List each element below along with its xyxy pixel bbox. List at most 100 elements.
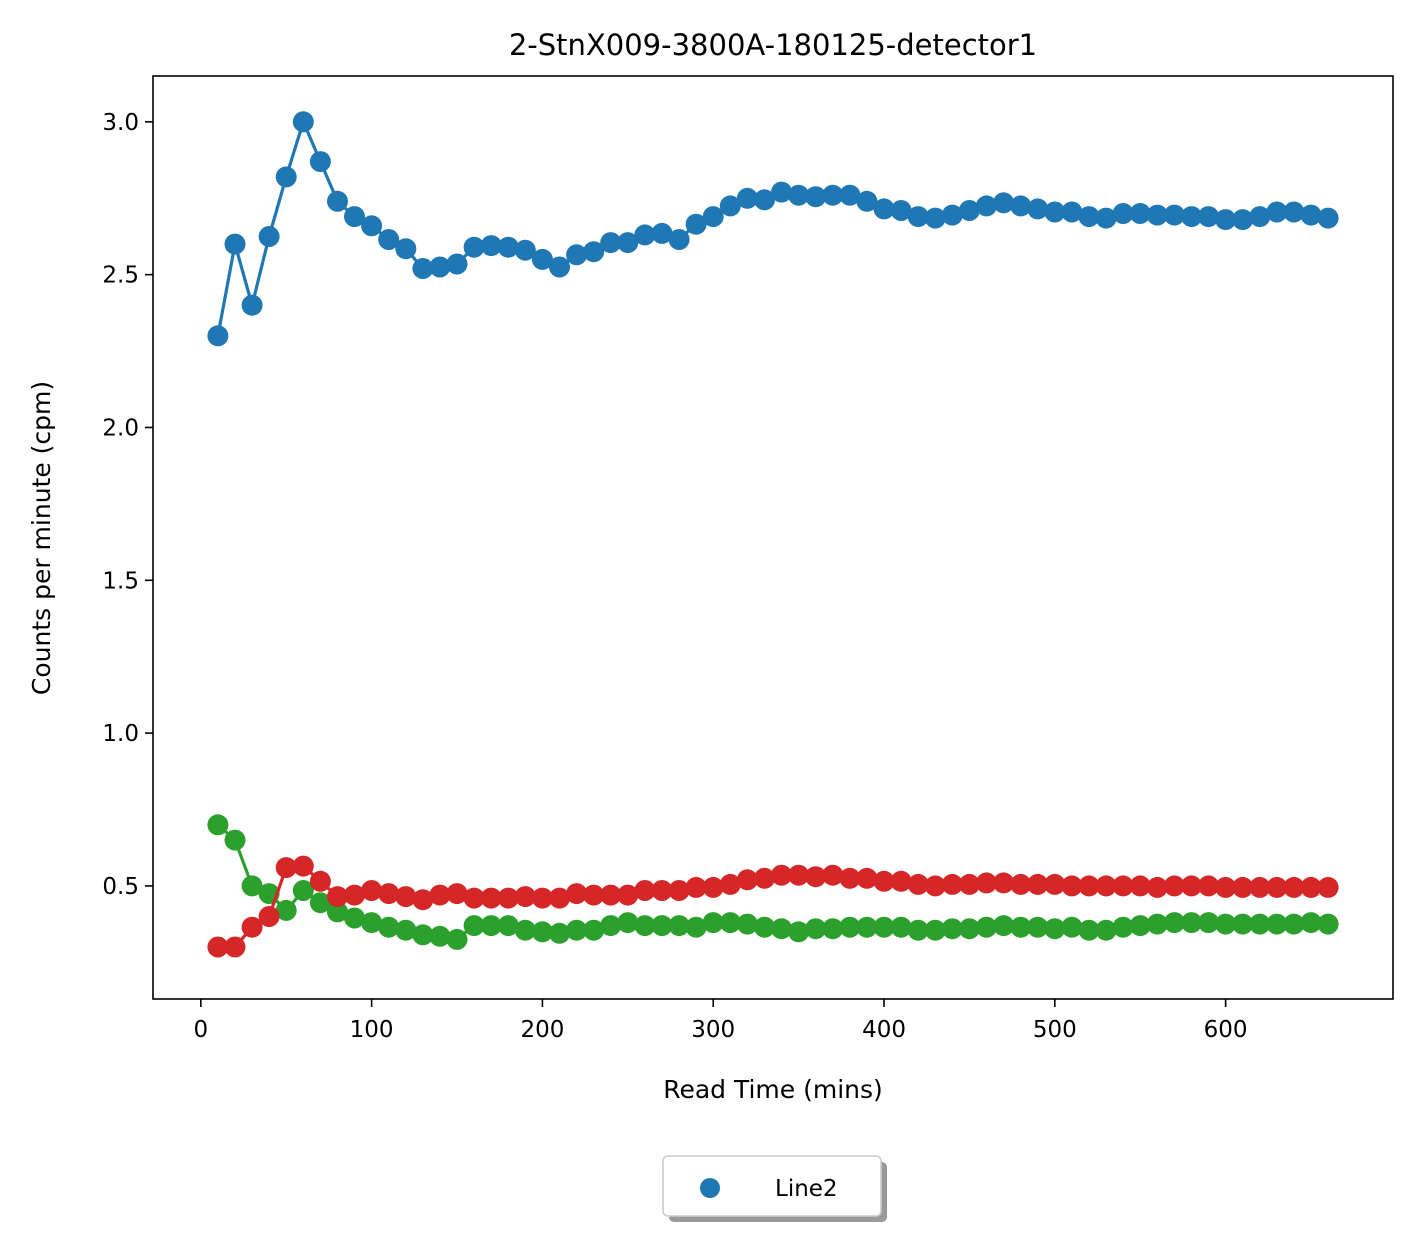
- data-point: [378, 883, 400, 905]
- data-point: [1232, 913, 1254, 935]
- data-point: [805, 866, 827, 888]
- data-point: [463, 915, 485, 937]
- data-point: [685, 876, 707, 898]
- data-point: [924, 919, 946, 941]
- data-point: [395, 238, 417, 260]
- data-point: [429, 884, 451, 906]
- data-point: [412, 924, 434, 946]
- data-point: [1095, 207, 1117, 229]
- data-point: [941, 204, 963, 226]
- data-point: [1078, 875, 1100, 897]
- data-point: [685, 916, 707, 938]
- data-point: [309, 870, 331, 892]
- data-point: [446, 883, 468, 905]
- data-point: [566, 244, 588, 266]
- data-point: [514, 886, 536, 908]
- data-point: [497, 915, 519, 937]
- data-point: [993, 915, 1015, 937]
- data-point: [617, 912, 639, 934]
- data-point: [1163, 875, 1185, 897]
- y-axis-ticks: 0.5 1.0 1.5 2.0 2.5 3.0: [102, 110, 153, 900]
- x-axis-label: Read Time (mins): [663, 1075, 883, 1104]
- data-point: [514, 919, 536, 941]
- data-point: [1112, 875, 1134, 897]
- data-point: [890, 916, 912, 938]
- data-point: [600, 884, 622, 906]
- data-point: [378, 229, 400, 250]
- data-point: [839, 184, 861, 206]
- x-tick-label: 600: [1204, 1017, 1248, 1043]
- data-point: [309, 892, 331, 914]
- data-point: [634, 915, 656, 937]
- data-point: [531, 921, 553, 943]
- data-point: [292, 880, 314, 901]
- data-point: [873, 870, 895, 892]
- data-point: [617, 232, 639, 254]
- y-tick-label: 2.0: [102, 415, 139, 441]
- data-point: [1112, 916, 1134, 938]
- data-point: [941, 918, 963, 940]
- data-point: [1146, 913, 1168, 935]
- data-point: [1266, 201, 1288, 223]
- plot-frame: [152, 75, 1394, 1000]
- data-point: [907, 206, 929, 228]
- data-point: [327, 886, 348, 908]
- data-point: [651, 880, 673, 901]
- data-point: [736, 869, 758, 891]
- data-point: [822, 918, 844, 940]
- data-point: [549, 887, 570, 909]
- data-point: [1044, 918, 1066, 940]
- data-point: [873, 198, 895, 220]
- data-point: [805, 186, 827, 208]
- data-point: [719, 912, 741, 934]
- data-point: [258, 226, 280, 247]
- data-point: [1249, 876, 1271, 898]
- data-point: [1061, 875, 1083, 897]
- data-point: [668, 880, 690, 901]
- data-point: [771, 918, 792, 940]
- legend: Line2: [662, 1155, 887, 1222]
- y-tick-label: 1.5: [102, 568, 139, 594]
- y-tick-label: 3.0: [102, 110, 139, 136]
- x-tick-label: 300: [691, 1017, 735, 1043]
- data-point: [1027, 873, 1049, 895]
- data-point: [207, 936, 229, 958]
- data-point: [1198, 875, 1219, 897]
- data-point: [549, 922, 570, 944]
- x-tick-label: 200: [520, 1017, 564, 1043]
- data-point: [224, 829, 246, 851]
- data-point: [788, 184, 810, 206]
- legend-label-line2: Line2: [775, 1176, 838, 1202]
- data-point: [1044, 201, 1066, 223]
- data-point: [1129, 875, 1151, 897]
- data-point: [1283, 876, 1305, 898]
- data-point: [1129, 203, 1151, 224]
- y-axis-label: Counts per minute (cpm): [27, 381, 56, 695]
- data-point: [497, 236, 519, 258]
- data-point: [1215, 913, 1237, 935]
- data-point: [1198, 912, 1219, 934]
- legend-box: [662, 1155, 882, 1217]
- data-point: [1061, 201, 1083, 223]
- data-point: [1283, 201, 1305, 223]
- y-tick-label: 2.5: [102, 263, 139, 289]
- data-point: [617, 884, 639, 906]
- data-point: [446, 253, 468, 275]
- data-point: [275, 857, 297, 879]
- data-point: [924, 875, 946, 897]
- data-point: [1027, 198, 1049, 220]
- data-point: [924, 207, 946, 229]
- data-point: [993, 192, 1015, 214]
- data-point: [480, 235, 502, 257]
- data-point: [976, 195, 997, 217]
- data-point: [327, 190, 348, 212]
- data-point: [1317, 876, 1339, 898]
- series-1: [207, 814, 1339, 950]
- data-point: [856, 867, 878, 889]
- y-tick-label: 1.0: [102, 721, 139, 747]
- data-point: [275, 166, 297, 188]
- data-point: [839, 916, 861, 938]
- data-point: [976, 916, 997, 938]
- data-point: [788, 921, 810, 943]
- series-0: [207, 111, 1339, 347]
